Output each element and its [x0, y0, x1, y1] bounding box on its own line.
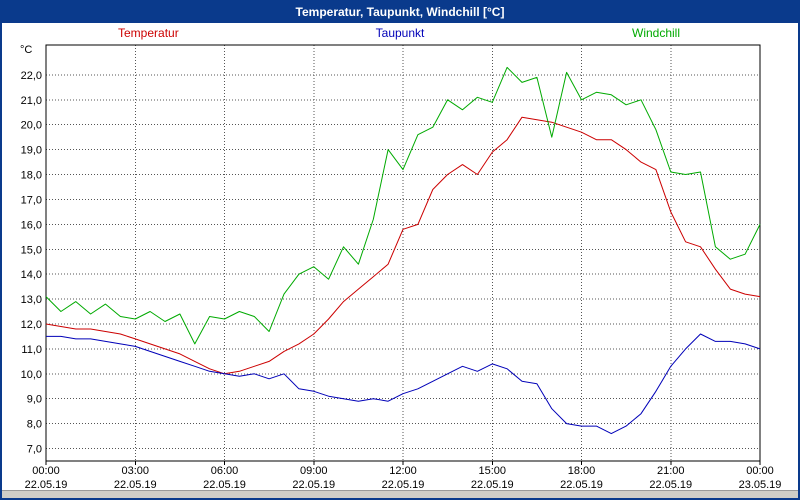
axis-tick-label: 15,0	[21, 244, 42, 256]
axis-tick-label: 12,0	[21, 319, 42, 331]
axis-tick-label: 9,0	[27, 394, 42, 406]
axis-tick-label: 22.05.19	[292, 479, 335, 490]
legend-temperatur: Temperatur	[118, 26, 179, 40]
axis-tick-label: 18,0	[21, 170, 42, 182]
axis-tick-label: 15:00	[478, 465, 506, 477]
plot-border	[45, 44, 761, 462]
axis-tick-label: 22,0	[21, 70, 42, 82]
axis-tick-label: 13,0	[21, 294, 42, 306]
chart-title-bar: Temperatur, Taupunkt, Windchill [°C]	[2, 2, 798, 23]
axis-tick-label: 00:00	[32, 465, 60, 477]
axis-tick-label: 16,0	[21, 219, 42, 231]
axis-tick-label: 21:00	[657, 465, 685, 477]
axis-tick-label: 17,0	[21, 194, 42, 206]
axis-tick-label: 22.05.19	[471, 479, 514, 490]
axis-tick-label: 23.05.19	[739, 479, 782, 490]
axis-tick-label: 06:00	[211, 465, 239, 477]
axis-tick-label: 03:00	[121, 465, 149, 477]
axis-tick-label: 10,0	[21, 369, 42, 381]
axis-tick-label: 7,0	[27, 444, 42, 456]
chart-legend: Temperatur Taupunkt Windchill	[2, 23, 798, 43]
axis-tick-label: 00:00	[746, 465, 774, 477]
series-temperatur	[45, 116, 761, 375]
axis-tick-label: 22.05.19	[25, 479, 68, 490]
legend-taupunkt: Taupunkt	[375, 26, 425, 40]
axis-tick-label: 18:00	[568, 465, 596, 477]
axis-tick-label: 22.05.19	[114, 479, 157, 490]
chart-title: Temperatur, Taupunkt, Windchill [°C]	[295, 5, 505, 19]
axis-tick-label: 20,0	[21, 120, 42, 132]
series-windchill	[45, 66, 761, 345]
legend-windchill: Windchill	[632, 26, 681, 40]
axis-tick-label: 14,0	[21, 269, 42, 281]
chart-plot: 22,0 21,0 20,0 19,0 18,0 17,0 16,0 15,0 14,0 13,0…	[21, 44, 782, 490]
axis-tick-label: 22.05.19	[560, 479, 603, 490]
axis-tick-label: 09:00	[300, 465, 328, 477]
axis-tick-label: 8,0	[27, 419, 42, 431]
window-bottom-strip	[2, 490, 798, 498]
axis-tick-label: 22.05.19	[382, 479, 425, 490]
series-taupunkt	[46, 333, 761, 435]
axis-tick-label: 12:00	[389, 465, 417, 477]
axis-tick-label: 21,0	[21, 95, 42, 107]
axis-tick-label: 11,0	[21, 344, 42, 356]
axis-tick-label: 19,0	[21, 145, 42, 157]
axis-tick-label: 22.05.19	[649, 479, 692, 490]
axis-tick-label: 22.05.19	[203, 479, 246, 490]
y-axis-unit-label: °C	[20, 44, 33, 56]
